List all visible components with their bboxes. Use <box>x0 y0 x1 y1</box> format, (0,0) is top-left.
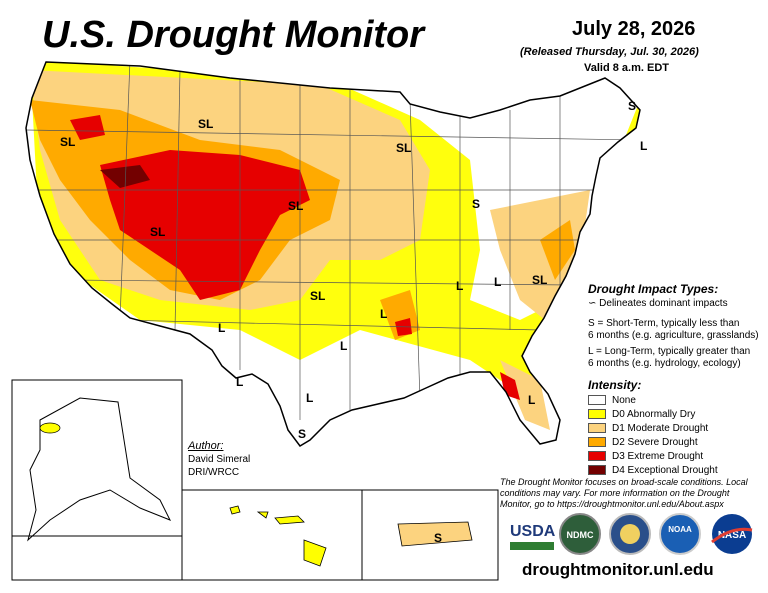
long-term-line1: L = Long-Term, typically greater than <box>588 346 751 357</box>
impact-types-title: Drought Impact Types: <box>588 282 719 296</box>
impact-label: SL <box>532 273 547 287</box>
legend-label: None <box>612 394 636 406</box>
swatch-none <box>588 395 606 405</box>
ndmc-logo-text: NDMC <box>567 530 594 540</box>
legend-label: D2 Severe Drought <box>612 436 698 448</box>
agency-logos: USDA NDMC NOAA NASA <box>510 513 753 555</box>
legend-label: D1 Moderate Drought <box>612 422 709 434</box>
impact-labels: SL SL SL SL SL SL SL S S S L L L L L L L… <box>60 99 647 441</box>
impact-label: S <box>472 197 480 211</box>
hawaii-inset <box>181 489 363 581</box>
map-date: July 28, 2026 <box>572 18 696 40</box>
impact-label: L <box>380 307 387 321</box>
swatch-d1 <box>588 423 606 433</box>
impact-label: L <box>640 139 647 153</box>
ndmc-logo-circle <box>559 513 601 555</box>
impact-label: L <box>340 339 347 353</box>
disclaimer-text: The Drought Monitor focuses on broad-sca… <box>500 477 748 509</box>
valid-time: Valid 8 a.m. EDT <box>584 62 669 74</box>
legend-d0: D0 Abnormally Dry <box>588 408 695 420</box>
nasa-swoosh <box>711 527 753 544</box>
swatch-d3 <box>588 451 606 461</box>
hawaii-islands <box>229 505 327 567</box>
legend-d1: D1 Moderate Drought <box>588 422 708 434</box>
d3-area-northwest <box>70 115 105 140</box>
state-boundaries <box>26 62 640 420</box>
impact-label: SL <box>150 225 165 239</box>
impact-label: L <box>528 393 535 407</box>
impact-label: S <box>434 531 442 545</box>
puerto-rico-shape <box>397 521 473 547</box>
impact-label: SL <box>288 199 303 213</box>
impact-label: L <box>218 321 225 335</box>
author-label: Author: <box>188 440 224 452</box>
short-term-line2: 6 months (e.g. agriculture, grasslands) <box>588 330 759 341</box>
impact-label: L <box>494 275 501 289</box>
swatch-d0 <box>588 409 606 419</box>
nasa-logo-text: NASA <box>718 530 746 541</box>
alaska-shape <box>27 397 172 542</box>
author-org: DRI/WRCC <box>188 467 240 478</box>
legend-d4: D4 Exceptional Drought <box>588 464 718 476</box>
impact-label: L <box>236 375 243 389</box>
delineates-row: ∽ Delineates dominant impacts <box>588 298 728 310</box>
conus-outline <box>25 61 641 447</box>
delineates-text: Delineates dominant impacts <box>599 298 728 309</box>
nasa-logo: NASA <box>711 514 753 554</box>
commerce-logo <box>609 513 651 555</box>
legend-label: D0 Abnormally Dry <box>612 408 696 420</box>
noaa-logo-circle <box>659 513 701 555</box>
release-date: (Released Thursday, Jul. 30, 2026) <box>520 46 699 58</box>
impact-label: SL <box>396 141 411 155</box>
noaa-logo-text: NOAA <box>668 525 692 534</box>
alaska-d0 <box>39 422 61 434</box>
author-name: David Simeral <box>188 454 251 465</box>
d4-area <box>100 165 150 188</box>
impact-label: L <box>306 391 313 405</box>
legend-label: D4 Exceptional Drought <box>612 464 718 476</box>
commerce-seal-center <box>620 524 640 544</box>
impact-label: SL <box>310 289 325 303</box>
long-term-line2: 6 months (e.g. hydrology, ecology) <box>588 358 741 369</box>
d3-area <box>100 150 310 300</box>
ndmc-logo: NDMC <box>559 513 601 555</box>
short-term-line1: S = Short-Term, typically less than <box>588 318 740 329</box>
impact-line-icon: ∽ <box>588 298 597 309</box>
usda-logo-text: USDA <box>510 523 556 540</box>
legend-d3: D3 Extreme Drought <box>588 450 703 462</box>
swatch-d4 <box>588 465 606 475</box>
legend-d2: D2 Severe Drought <box>588 436 698 448</box>
impact-label: S <box>298 427 306 441</box>
intensity-title: Intensity: <box>588 378 642 392</box>
d1-area-east <box>490 190 590 320</box>
usda-logo: USDA <box>510 523 556 550</box>
impact-label: SL <box>198 117 213 131</box>
swatch-d2 <box>588 437 606 447</box>
impact-label: SL <box>60 135 75 149</box>
impact-label: L <box>456 279 463 293</box>
d2-area-east <box>540 220 575 280</box>
d1-area-florida <box>500 360 550 430</box>
usda-logo-bar <box>510 542 554 550</box>
legend-label: D3 Extreme Drought <box>612 450 704 462</box>
noaa-logo: NOAA <box>659 513 701 555</box>
impact-label: S <box>628 99 636 113</box>
map-title: U.S. Drought Monitor <box>42 14 425 56</box>
legend-none: None <box>588 394 636 406</box>
website-link[interactable]: droughtmonitor.unl.edu <box>522 560 714 579</box>
nasa-logo-circle <box>712 514 752 554</box>
